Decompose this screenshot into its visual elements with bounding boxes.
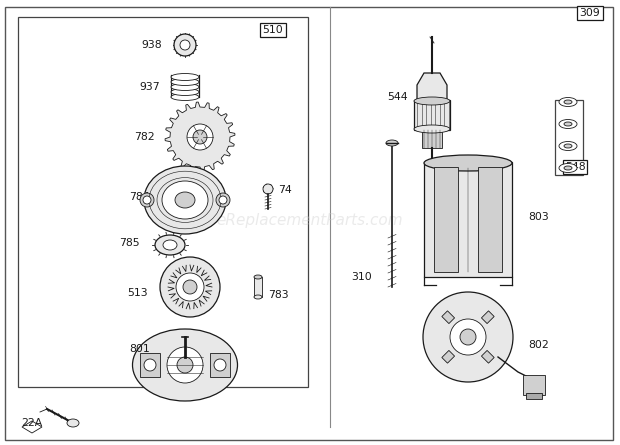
Text: 510: 510 [263,25,283,35]
Circle shape [183,280,197,294]
Circle shape [193,130,207,144]
Bar [442,350,454,363]
Polygon shape [417,73,447,100]
Bar [482,350,494,363]
Ellipse shape [559,163,577,173]
Ellipse shape [559,120,577,129]
Ellipse shape [171,73,199,81]
Ellipse shape [559,142,577,150]
Ellipse shape [564,100,572,104]
Bar [434,167,458,272]
Ellipse shape [564,122,572,126]
Ellipse shape [155,235,185,255]
Ellipse shape [171,78,199,85]
Text: 513: 513 [127,288,148,298]
Ellipse shape [254,295,262,299]
Bar [482,311,494,324]
Text: 22A: 22A [21,418,43,428]
Circle shape [143,196,151,204]
Bar [442,311,454,324]
Text: 782: 782 [135,132,155,142]
Circle shape [187,124,213,150]
Polygon shape [165,102,235,172]
Text: 784: 784 [130,192,150,202]
Text: 544: 544 [388,92,408,102]
Ellipse shape [171,89,199,96]
Ellipse shape [171,93,199,101]
Ellipse shape [171,84,199,90]
Text: 310: 310 [352,272,372,282]
Polygon shape [22,421,42,433]
Bar [18,17,308,387]
Bar [422,130,442,148]
Circle shape [180,40,190,50]
Text: 937: 937 [140,82,160,92]
Circle shape [460,329,476,345]
Text: 785: 785 [120,238,140,248]
Circle shape [450,319,486,355]
Circle shape [160,257,220,317]
Bar [414,100,450,130]
Ellipse shape [175,192,195,208]
Text: 802: 802 [528,340,549,350]
Circle shape [144,359,156,371]
Text: 548: 548 [565,162,585,172]
Ellipse shape [424,155,512,171]
Text: 309: 309 [580,8,600,18]
Bar [424,162,512,277]
Ellipse shape [386,140,398,146]
Ellipse shape [564,166,572,170]
Ellipse shape [559,97,577,106]
Ellipse shape [140,193,154,207]
Ellipse shape [163,240,177,250]
Text: eReplacementParts.com: eReplacementParts.com [216,213,404,227]
Bar [210,353,230,377]
Bar [555,100,583,175]
Bar [523,375,545,395]
Circle shape [214,359,226,371]
Ellipse shape [144,166,226,234]
Ellipse shape [133,329,237,401]
Bar [526,393,542,399]
Circle shape [177,357,193,373]
Circle shape [176,273,204,301]
Text: 783: 783 [268,290,289,300]
Circle shape [423,292,513,382]
Text: 938: 938 [141,40,162,50]
Circle shape [219,196,227,204]
Circle shape [263,184,273,194]
Ellipse shape [414,125,450,133]
Ellipse shape [564,144,572,148]
Bar [478,167,502,272]
Ellipse shape [162,181,208,219]
Ellipse shape [67,419,79,427]
Text: 801: 801 [129,344,150,354]
Circle shape [174,34,196,56]
Circle shape [167,347,203,383]
Bar [140,353,160,377]
Ellipse shape [414,97,450,105]
Text: 803: 803 [528,212,549,222]
Ellipse shape [216,193,230,207]
Bar [254,277,262,297]
Ellipse shape [254,275,262,279]
Text: 74: 74 [278,185,292,195]
